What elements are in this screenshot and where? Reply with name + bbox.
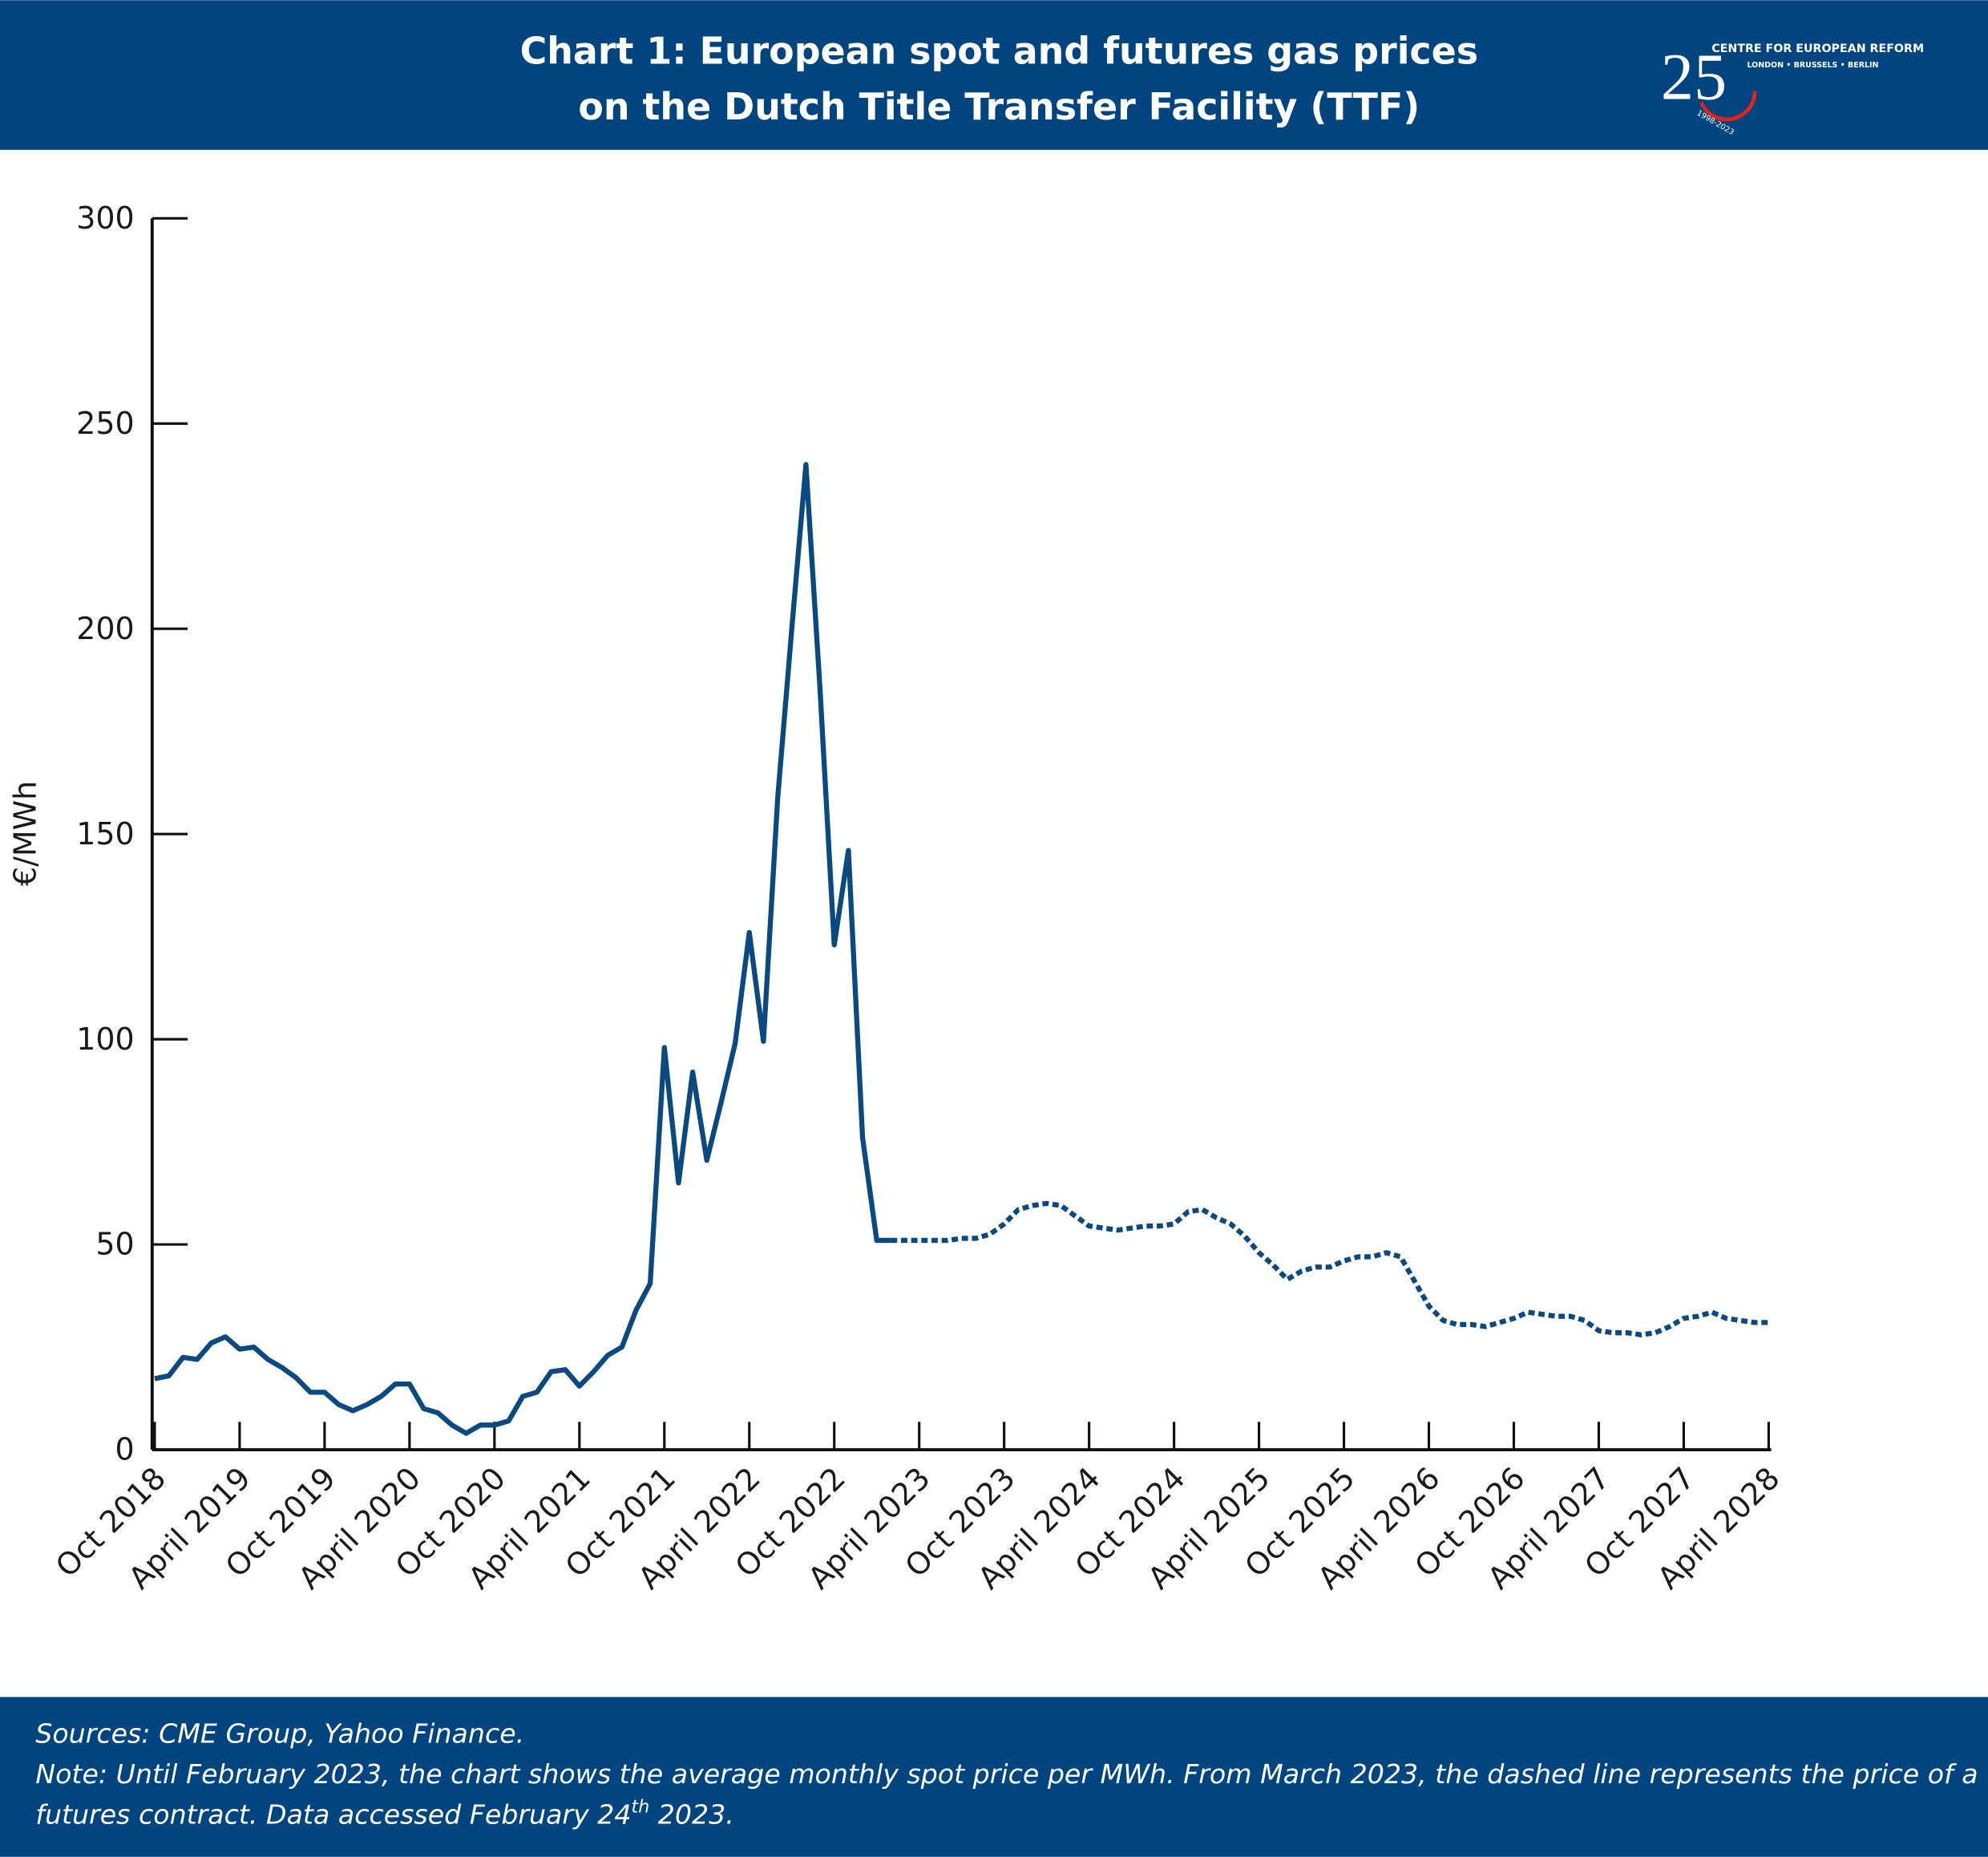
footer-note: futures contract. Data accessed February… (35, 1799, 631, 1831)
y-tick-label: 250 (76, 406, 134, 441)
y-tick-label: 100 (76, 1022, 134, 1057)
title-line: Chart 1: European spot and futures gas p… (520, 29, 1478, 72)
y-tick-label: 200 (76, 611, 134, 646)
y-tick-label: 0 (115, 1432, 135, 1467)
series-line (891, 1200, 1769, 1337)
logo-number: 25 (1661, 41, 1727, 114)
header-band (0, 0, 1988, 150)
logo-cities: LONDON • BRUSSELS • BERLIN (1747, 61, 1878, 70)
y-tick-label: 150 (76, 816, 134, 852)
footer-note: 2023. (649, 1799, 734, 1831)
footer-sources: Sources: CME Group, Yahoo Finance. (35, 1717, 524, 1749)
title-line: on the Dutch Title Transfer Facility (TT… (578, 85, 1420, 128)
y-axis-label: €/MWh (7, 781, 42, 886)
footer-band (0, 1697, 1988, 1857)
series-line (154, 462, 891, 1436)
footer-note: futures contract. Data accessed February… (35, 1796, 734, 1830)
y-tick-label: 50 (95, 1227, 134, 1262)
y-tick-label: 300 (76, 200, 134, 236)
footer-note-sup: th (632, 1796, 650, 1817)
logo-name: CENTRE FOR EUROPEAN REFORM (1711, 42, 1924, 55)
footer-note: Note: Until February 2023, the chart sho… (35, 1758, 1978, 1790)
logo-arc (1697, 61, 1757, 122)
